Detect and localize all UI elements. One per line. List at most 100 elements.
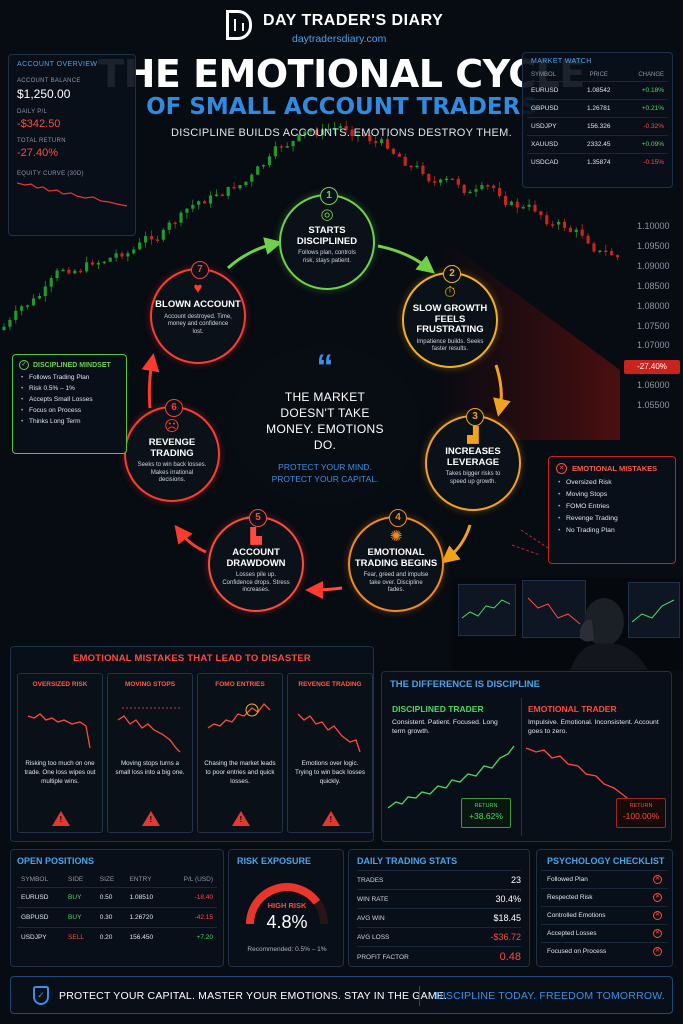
- mindset-item: Focus on Process: [19, 403, 120, 414]
- cycle-step-number: 4: [389, 509, 407, 527]
- price-tick: 1.07000: [637, 340, 670, 351]
- checklist-item[interactable]: Controlled Emotions ✕: [541, 906, 668, 924]
- mw-row[interactable]: GBPUSD 1.26781 +0.21%: [527, 99, 668, 118]
- checklist-item[interactable]: Focused on Process ✕: [541, 942, 668, 960]
- cycle-step-title: REVENGE TRADING: [148, 437, 196, 459]
- cycle-step-title: ACCOUNT DRAWDOWN: [226, 547, 286, 569]
- disciplined-growth-chart: [388, 745, 515, 809]
- position-row[interactable]: USDJPY SELL 0.20 156.450 +7.20: [17, 927, 217, 948]
- mw-row[interactable]: EURUSD 1.08542 +0.18%: [527, 81, 668, 100]
- x-circle-icon: ✕: [556, 463, 567, 474]
- mw-row[interactable]: XAUUSD 2332.45 +0.09%: [527, 135, 668, 154]
- mistake-card-title: FOMO ENTRIES: [215, 681, 265, 688]
- mw-price: 156.326: [576, 117, 621, 136]
- cycle-step-desc: Losses pile up. Confidence drops. Stress…: [222, 572, 290, 593]
- position-pl: -42.15: [194, 914, 213, 921]
- price-tick: 1.08000: [637, 300, 670, 311]
- mindset-item: Risk 0.5% – 1%: [19, 381, 120, 392]
- mistake-card: OVERSIZED RISK Risking too much on one t…: [17, 673, 103, 833]
- balance-label: ACCOUNT BALANCE: [17, 78, 81, 84]
- mw-change: -0.32%: [620, 117, 668, 136]
- position-side: SELL: [68, 934, 84, 941]
- emotional-return-label: RETURN: [629, 803, 653, 809]
- cycle-step-3: 3 ▟ INCREASES LEVERAGE Takes bigger risk…: [425, 408, 521, 511]
- mistake-card-desc: Emotions over logic. Trying to win back …: [294, 760, 366, 785]
- position-pl: -18.40: [194, 894, 213, 901]
- mistake-card-desc: Chasing the market leads to poor entries…: [204, 760, 276, 785]
- stat-value: -$36.72: [490, 932, 521, 942]
- open-positions-table: SYMBOL SIDE SIZE ENTRY P/L (USD) EURUSD …: [17, 872, 217, 947]
- position-entry: 1.08510: [129, 894, 154, 901]
- x-circle-icon: ✕: [653, 929, 662, 938]
- footer-banner: ✓ PROTECT YOUR CAPITAL. MASTER YOUR EMOT…: [10, 976, 673, 1014]
- disciplined-trader-desc: Consistent. Patient. Focused. Long term …: [392, 719, 498, 735]
- target-icon: ◎: [320, 206, 334, 223]
- checklist-item[interactable]: Respected Risk ✕: [541, 888, 668, 906]
- mw-change: +0.09%: [620, 135, 668, 154]
- disciplined-return-value: +38.62%: [469, 811, 503, 821]
- mw-row[interactable]: USDJPY 156.326 -0.32%: [527, 117, 668, 136]
- footer-right-text: DISCIPLINE TODAY. FREEDOM TOMORROW.: [435, 990, 665, 1002]
- mistake-item: Oversized Risk: [556, 474, 668, 486]
- emotional-trader-desc: Impulsive. Emotional. Inconsistent. Acco…: [528, 719, 659, 735]
- emotional-mistakes-title: EMOTIONAL MISTAKES: [572, 464, 658, 473]
- mw-symbol: EURUSD: [527, 81, 577, 100]
- cycle-step-1: 1 ◎ STARTS DISCIPLINED Follows plan, con…: [279, 187, 375, 290]
- price-marker-text: -27.40%: [637, 362, 667, 371]
- checklist-item[interactable]: Followed Plan ✕: [541, 870, 668, 888]
- checklist-item[interactable]: Accepted Losses ✕: [541, 924, 668, 942]
- cycle-step-title: INCREASES LEVERAGE: [445, 446, 501, 468]
- mistake-mini-chart: [117, 707, 182, 753]
- checklist-label: Respected Risk: [547, 894, 593, 901]
- position-row[interactable]: EURUSD BUY 0.50 1.08510 -18.40: [17, 887, 217, 908]
- mw-price: 1.08542: [576, 81, 621, 100]
- x-circle-icon: ✕: [653, 947, 662, 956]
- brand-name: DAY TRADER'S DIARY: [263, 12, 444, 29]
- check-circle-icon: ✓: [19, 360, 29, 370]
- mistake-mini-chart: [297, 713, 361, 753]
- daily-stats-title: DAILY TRADING STATS: [357, 856, 458, 866]
- psychology-title: PSYCHOLOGY CHECKLIST: [547, 856, 665, 866]
- cycle-step-title: SLOW GROWTH FEELS FRUSTRATING: [412, 303, 488, 335]
- position-size: 0.50: [99, 894, 113, 901]
- risk-level: HIGH RISK: [267, 901, 307, 910]
- op-header-pl: P/L (USD): [183, 876, 213, 883]
- stat-value: 0.48: [499, 951, 521, 963]
- cycle-step-6: 6 ☹ REVENGE TRADING Seeks to win back lo…: [124, 399, 220, 502]
- cycle-step-desc: Impatience builds. Seeks faster results.: [416, 338, 484, 353]
- mistake-item: Revenge Trading: [556, 510, 668, 522]
- op-header-symbol: SYMBOL: [21, 876, 49, 883]
- mw-change: -0.15%: [620, 153, 668, 171]
- page-title-sub: OF SMALL ACCOUNT TRADERS: [146, 94, 537, 120]
- risk-gauge: [246, 883, 328, 925]
- shield-icon: ✓: [33, 986, 49, 1005]
- mw-row[interactable]: USDCAD 1.35874 -0.15%: [527, 153, 668, 171]
- mw-header-price: PRICE: [589, 72, 608, 78]
- mindset-item: Accepts Small Losses: [19, 392, 120, 403]
- disciplined-mindset-title: DISCIPLINED MINDSET: [33, 361, 111, 369]
- mw-symbol: USDJPY: [527, 117, 577, 136]
- daily-pl-value: -$342.50: [17, 118, 61, 130]
- price-tick: 1.07500: [637, 320, 670, 331]
- emotional-mistakes-panel: ✕ EMOTIONAL MISTAKES Oversized RiskMovin…: [548, 456, 676, 564]
- position-symbol: EURUSD: [21, 894, 49, 901]
- page-title: THE EMOTIONAL CYCLE: [98, 52, 585, 96]
- position-entry: 156.450: [129, 934, 154, 941]
- emotional-return-value: -100.00%: [622, 811, 660, 821]
- cycle-step-7: 7 ♥ BLOWN ACCOUNT Account destroyed. Tim…: [150, 261, 246, 364]
- position-row[interactable]: GBPUSD BUY 0.30 1.26720 -42.15: [17, 907, 217, 928]
- price-tick: 1.06000: [637, 380, 670, 391]
- x-circle-icon: ✕: [653, 875, 662, 884]
- difference-title: THE DIFFERENCE IS DISCIPLINE: [390, 679, 540, 690]
- mw-symbol: GBPUSD: [527, 99, 577, 118]
- checklist-label: Accepted Losses: [547, 930, 597, 937]
- position-entry: 1.26720: [129, 914, 154, 921]
- mistake-card: FOMO ENTRIES Chasing the market leads to…: [197, 673, 283, 833]
- mw-price: 2332.45: [576, 135, 621, 154]
- stat-row: TRADES 23: [357, 870, 521, 889]
- mistake-card: REVENGE TRADING Emotions over logic. Try…: [287, 673, 373, 833]
- price-tick: 1.09000: [637, 260, 670, 271]
- brand-url[interactable]: daytradersdiary.com: [292, 33, 387, 45]
- mistake-card-desc: Risking too much on one trade. One loss …: [24, 760, 96, 785]
- price-marker: -27.40%: [624, 360, 680, 374]
